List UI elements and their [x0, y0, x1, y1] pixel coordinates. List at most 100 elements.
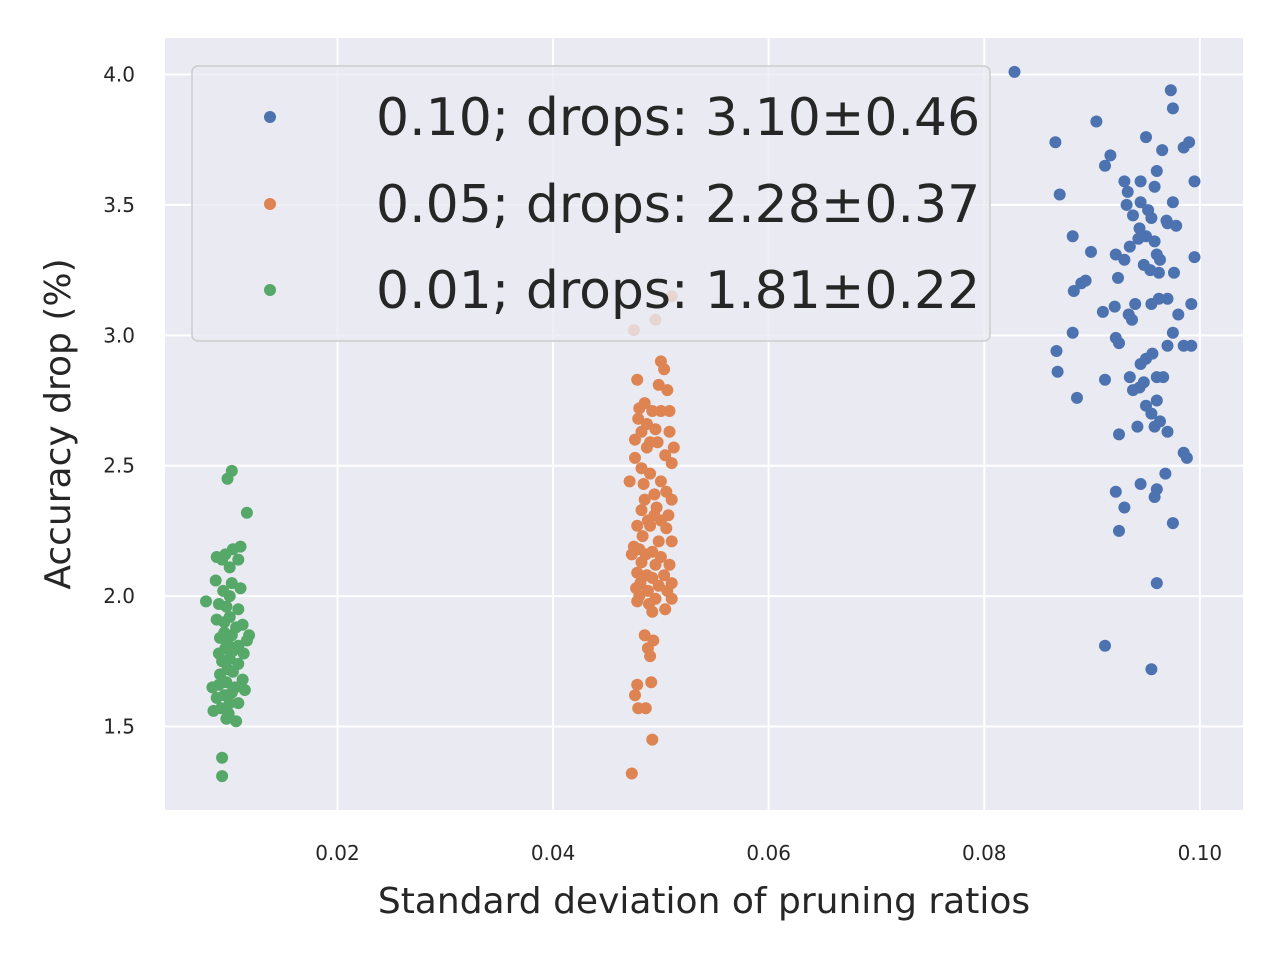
data-point [635, 556, 648, 569]
data-point [1134, 175, 1147, 188]
data-point [206, 681, 219, 694]
data-points [200, 65, 1201, 783]
data-point [1008, 65, 1021, 78]
data-point [1127, 209, 1139, 222]
data-point [1099, 373, 1111, 386]
legend-label-2: 0.01; drops: 1.81±0.22 [376, 261, 980, 321]
data-point [635, 462, 648, 475]
data-point [1185, 339, 1198, 352]
x-tick-label: 0.04 [531, 841, 576, 865]
data-point [230, 715, 243, 728]
data-point [226, 665, 239, 678]
data-point [629, 433, 641, 446]
data-point [1161, 339, 1174, 352]
data-point [1090, 115, 1103, 128]
legend-frame [191, 65, 991, 342]
data-point [639, 702, 652, 715]
data-point [1049, 136, 1062, 149]
data-point [1118, 253, 1131, 266]
data-point [1127, 384, 1139, 397]
data-point [665, 457, 678, 470]
data-point [637, 478, 650, 490]
data-point [644, 519, 657, 532]
data-point [225, 577, 238, 590]
data-point [1126, 313, 1138, 326]
data-point [1051, 365, 1064, 378]
data-point [646, 605, 659, 618]
data-point [234, 582, 247, 595]
data-point [240, 506, 253, 519]
x-tick-label: 0.08 [962, 841, 1007, 865]
data-point [216, 553, 229, 566]
data-point [1172, 308, 1185, 321]
y-tick-label: 3.0 [103, 323, 135, 347]
x-axis-title: Standard deviation of pruning ratios [378, 881, 1030, 922]
data-point [1050, 345, 1063, 357]
legend: 0.10; drops: 3.10±0.46 0.05; drops: 2.28… [191, 65, 991, 342]
data-point [1166, 517, 1179, 530]
data-point [663, 405, 676, 417]
data-point [651, 436, 664, 449]
data-point [1145, 407, 1158, 420]
data-point [644, 650, 657, 663]
data-point [209, 574, 222, 587]
series-2 [200, 464, 256, 783]
y-tick-label: 1.5 [103, 715, 135, 739]
data-point [1170, 219, 1183, 232]
data-point [236, 673, 249, 686]
data-point [1109, 248, 1122, 261]
data-point [652, 579, 665, 592]
legend-label-0: 0.10; drops: 3.10±0.46 [376, 88, 980, 148]
data-point [1075, 277, 1088, 290]
data-point [1123, 240, 1136, 253]
data-point [1129, 298, 1142, 310]
data-point [1099, 639, 1111, 652]
data-point [1118, 175, 1131, 188]
data-point [1156, 144, 1169, 157]
data-point [1118, 501, 1131, 514]
data-point [1157, 371, 1170, 384]
data-point [1188, 251, 1201, 264]
data-point [207, 704, 220, 717]
data-point [1066, 230, 1079, 243]
data-point [1121, 185, 1134, 198]
data-point [654, 405, 667, 417]
data-point [210, 691, 223, 704]
data-point [648, 488, 661, 501]
data-point [649, 423, 662, 436]
data-point [652, 378, 665, 391]
data-point [1164, 84, 1177, 97]
series-0 [1008, 65, 1201, 676]
data-point [625, 767, 638, 780]
data-point [1096, 305, 1109, 318]
data-point [631, 373, 644, 386]
data-point [1134, 478, 1147, 490]
y-tick-label: 3.5 [103, 193, 135, 217]
data-point [223, 590, 236, 603]
data-point [1131, 420, 1144, 433]
series-1 [623, 290, 680, 780]
data-point [1150, 165, 1163, 177]
data-point [629, 689, 641, 702]
data-point [216, 770, 229, 783]
data-point [238, 684, 251, 696]
data-point [1148, 180, 1161, 193]
data-point [1053, 188, 1066, 201]
data-point [631, 519, 644, 532]
data-point [649, 558, 662, 571]
data-point [646, 733, 659, 746]
data-point [638, 493, 651, 506]
data-point [665, 592, 678, 605]
x-tick-labels: 0.02 0.04 0.06 0.08 0.10 [315, 841, 1222, 865]
data-point [663, 425, 676, 438]
data-point [223, 697, 236, 710]
data-point [631, 595, 644, 608]
data-point [1168, 266, 1180, 279]
data-point [1140, 131, 1152, 144]
data-point [216, 751, 229, 764]
data-point [220, 600, 233, 613]
data-point [1180, 451, 1193, 464]
data-point [652, 535, 665, 548]
data-point [1109, 485, 1122, 498]
